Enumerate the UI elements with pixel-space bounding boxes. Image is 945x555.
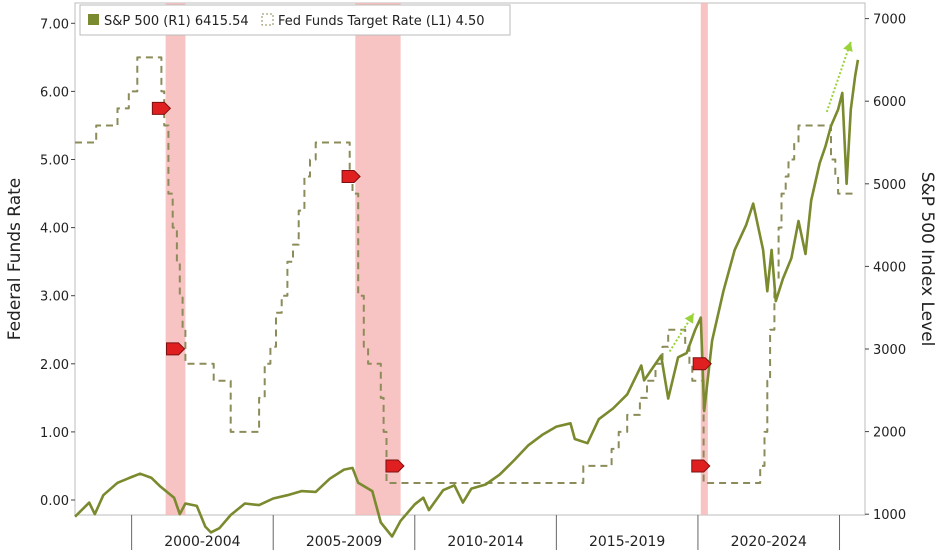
right-tick-label: 6000: [873, 95, 906, 110]
left-tick-label: 3.00: [40, 290, 69, 305]
x-category-label: 2010-2014: [447, 534, 523, 550]
legend-label-sp500: S&P 500 (R1) 6415.54: [104, 14, 249, 29]
legend-swatch-fed: [261, 13, 274, 26]
rate-cut-marker-6: [691, 459, 711, 473]
left-axis-title: Federal Funds Rate: [5, 178, 25, 341]
fed-funds-line: [75, 56, 857, 484]
legend-swatch-sp500: [88, 14, 99, 25]
x-category-label: 2005-2009: [306, 534, 382, 550]
legend-box: [79, 4, 511, 36]
recession-band-2: [355, 3, 401, 515]
legend: S&P 500 (R1) 6415.54 Fed Funds Target Ra…: [79, 4, 511, 36]
left-tick-label: 0.00: [40, 494, 69, 509]
right-axis-title: S&P 500 Index Level: [917, 172, 937, 347]
right-tick-label: 1000: [873, 508, 906, 523]
left-tick-label: 5.00: [40, 154, 69, 169]
left-tick-label: 1.00: [40, 426, 69, 441]
plot-frame: [74, 2, 866, 516]
right-tick-label: 7000: [873, 13, 906, 28]
right-tick-label: 3000: [873, 343, 906, 358]
legend-label-fed: Fed Funds Target Rate (L1) 4.50: [278, 14, 485, 29]
sp500-line: [74, 59, 860, 538]
trend-arrow-head-2: [843, 41, 853, 52]
x-category-label: 2020-2024: [731, 534, 807, 550]
left-tick-label: 7.00: [40, 17, 69, 32]
left-tick-label: 4.00: [40, 222, 69, 237]
x-category-label: 2015-2019: [589, 534, 665, 550]
rate-cut-marker-5: [692, 357, 712, 371]
rate-cut-marker-4: [385, 459, 405, 473]
left-tick-label: 2.00: [40, 358, 69, 373]
trend-arrow-head-1: [684, 313, 694, 324]
right-tick-label: 5000: [873, 178, 906, 193]
rate-cut-marker-1: [151, 101, 172, 115]
rate-cut-marker-3: [341, 170, 361, 184]
right-tick-label: 2000: [873, 426, 906, 441]
rate-cut-marker-2: [166, 342, 186, 356]
recession-band-1: [165, 3, 186, 515]
right-tick-label: 4000: [873, 260, 906, 275]
x-category-label: 2000-2004: [164, 534, 240, 550]
left-tick-label: 6.00: [40, 85, 69, 100]
recession-band-3: [700, 3, 708, 515]
trend-arrow-line-2: [825, 41, 852, 113]
